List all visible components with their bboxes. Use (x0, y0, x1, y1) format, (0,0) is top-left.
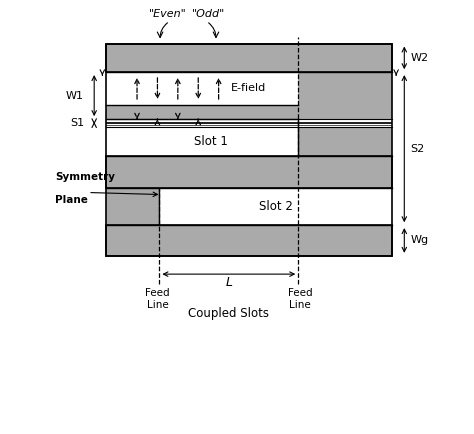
Text: Feed
Line: Feed Line (288, 289, 312, 310)
Text: "Odd": "Odd" (192, 9, 225, 19)
Bar (159, 188, 392, 225)
Bar (298, 72, 392, 105)
Bar (107, 43, 392, 72)
Text: Plane: Plane (55, 194, 88, 204)
Bar (107, 125, 392, 126)
Bar (107, 156, 392, 188)
Text: E-field: E-field (231, 83, 266, 93)
Text: Coupled Slots: Coupled Slots (188, 307, 269, 320)
Text: Feed
Line: Feed Line (145, 289, 170, 310)
Bar (107, 127, 298, 156)
Bar (107, 119, 392, 127)
Text: "Even": "Even" (149, 9, 186, 19)
Text: W2: W2 (410, 53, 428, 63)
Bar (107, 188, 159, 225)
Text: Slot 2: Slot 2 (259, 201, 293, 213)
Bar (107, 122, 392, 124)
Bar (107, 225, 392, 256)
Text: S2: S2 (410, 144, 425, 154)
Bar (107, 72, 298, 105)
Text: W1: W1 (66, 91, 84, 101)
Text: Wg: Wg (410, 236, 428, 246)
Bar (107, 105, 298, 119)
Text: S1: S1 (70, 118, 84, 128)
Bar (107, 43, 392, 256)
Text: L: L (225, 276, 232, 289)
Bar (298, 105, 392, 119)
Text: Slot 1: Slot 1 (193, 135, 228, 148)
Text: Symmetry: Symmetry (55, 172, 116, 182)
Bar (298, 127, 392, 156)
